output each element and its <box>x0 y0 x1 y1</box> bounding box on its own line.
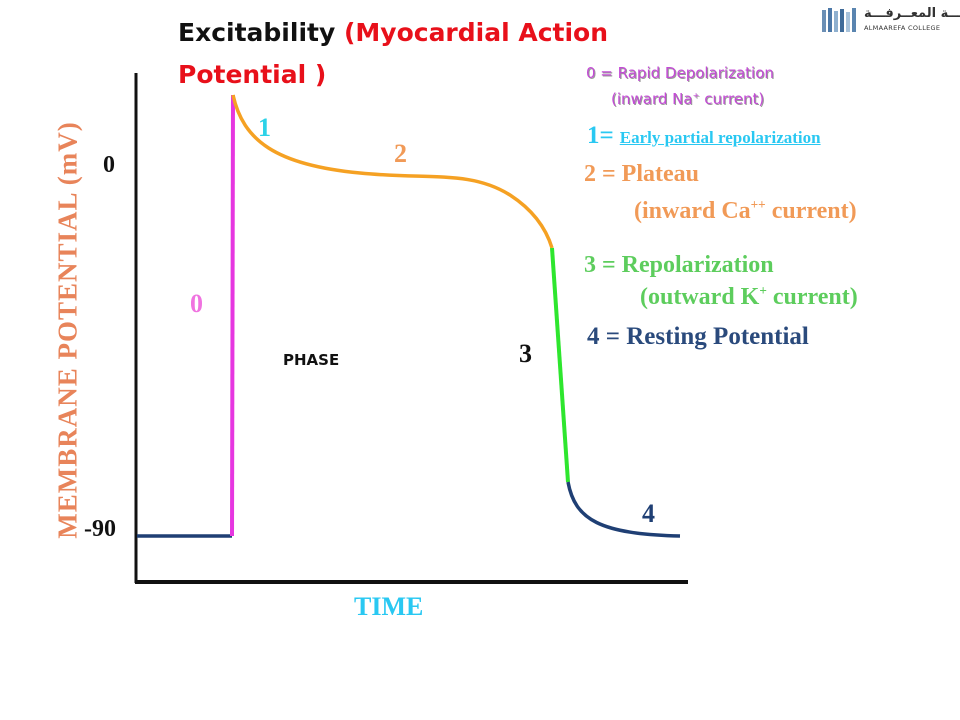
phase3-repolarization <box>550 247 570 483</box>
y-tick-0: 0 <box>103 152 115 178</box>
phase4-resting-right <box>566 481 681 538</box>
legend-phase0-current: current) <box>699 90 765 108</box>
legend-phase1-number: 1= <box>587 122 614 149</box>
x-axis-label: TIME <box>354 592 424 621</box>
legend-phase1-label: Early partial repolarization <box>619 128 821 147</box>
phase1-2-curve <box>231 94 554 249</box>
page-title: Excitability (Myocardial Action Potentia… <box>178 12 698 96</box>
phase-4-number: 4 <box>642 499 655 528</box>
phase-3-number: 3 <box>519 339 532 368</box>
y-tick-minus-90: -90 <box>84 516 116 542</box>
legend-phase1: 1= Early partial repolarization <box>587 122 821 150</box>
college-logo: كليـــة المعــرفـــة ALMAAREFA COLLEGE <box>820 6 960 36</box>
legend-phase4: 4 = Resting Potential <box>587 323 809 350</box>
title-main: Excitability <box>178 18 344 47</box>
y-axis-label: MEMBRANE POTENTIAL (mV) <box>52 121 83 539</box>
legend-phase0-line1: 0 = Rapid Depolarization <box>586 64 774 82</box>
college-logo-icon <box>822 8 856 32</box>
legend-phase3-current: current) <box>766 284 858 310</box>
legend-phase2-ion: (inward Ca <box>634 198 751 224</box>
legend-phase0-ion: (inward Na <box>611 90 693 108</box>
phase-1-number: 1 <box>258 113 271 142</box>
logo-arabic-text: كليـــة المعــرفـــة <box>864 6 960 21</box>
logo-english-text: ALMAAREFA COLLEGE <box>864 24 941 32</box>
legend-phase3-charge: + <box>759 283 767 298</box>
legend-phase3-line1: 3 = Repolarization <box>584 252 774 278</box>
phase0-upstroke <box>230 94 235 537</box>
legend-phase2-current: current) <box>765 198 857 224</box>
legend-phase2-charge: ++ <box>750 197 766 212</box>
legend-phase0-line2: (inward Na+ current) <box>611 90 764 108</box>
legend-phase3-line2: (outward K+ current) <box>640 284 858 311</box>
legend-phase0-charge: + <box>692 90 700 100</box>
phase-2-number: 2 <box>394 139 407 168</box>
title-sub: (Myocardial Action Potential ) <box>178 18 609 89</box>
legend-phase2-line1: 2 = Plateau <box>584 161 699 187</box>
phase-label: PHASE <box>283 351 340 369</box>
legend-phase3-ion: (outward K <box>640 284 760 310</box>
phase-0-number: 0 <box>190 289 203 318</box>
legend-phase2-line2: (inward Ca++ current) <box>634 198 857 225</box>
